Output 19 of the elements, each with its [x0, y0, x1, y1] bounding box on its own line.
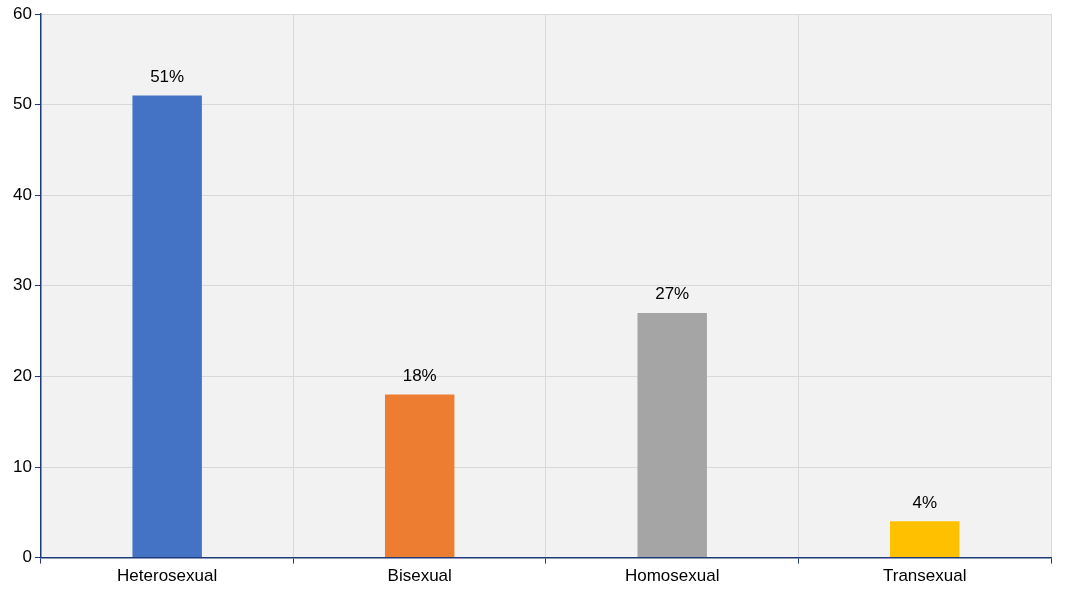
y-tick-label: 0: [22, 547, 32, 567]
y-tick-label: 60: [12, 3, 32, 23]
data-label: 27%: [655, 284, 690, 304]
y-tick-label: 40: [12, 184, 32, 204]
x-tick-label: Bisexual: [387, 566, 452, 586]
y-tick-label: 30: [12, 275, 32, 295]
y-tick-label: 50: [12, 94, 32, 114]
data-label: 51%: [150, 66, 185, 86]
bar: [637, 312, 707, 558]
data-label: 18%: [402, 365, 437, 385]
bar: [132, 95, 202, 558]
data-label: 4%: [912, 492, 938, 512]
bar: [384, 394, 455, 558]
bar: [890, 521, 960, 558]
x-tick-label: Transexual: [883, 566, 967, 586]
y-tick-label: 20: [12, 366, 32, 386]
y-tick-label: 10: [12, 456, 32, 476]
x-tick-label: Heterosexual: [117, 566, 218, 586]
x-tick-label: Homosexual: [624, 566, 720, 586]
